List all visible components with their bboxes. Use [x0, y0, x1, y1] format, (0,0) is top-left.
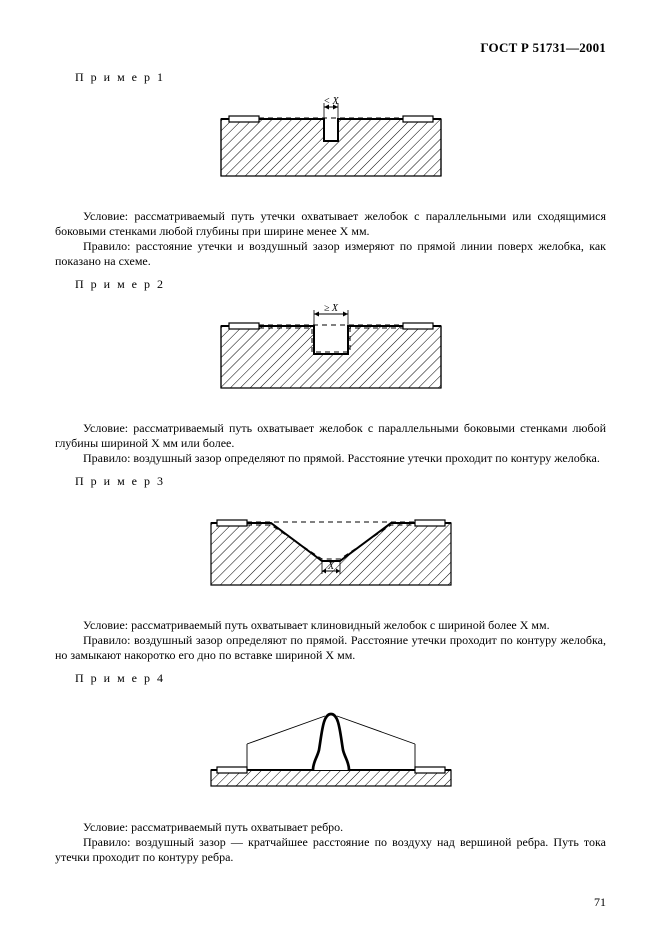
page: ГОСТ Р 51731—2001 П р и м е р 1 < X Усло… [0, 0, 661, 936]
example-1-condition: Условие: рассматриваемый путь утечки охв… [55, 209, 606, 239]
example-4-label: П р и м е р 4 [75, 671, 606, 686]
example-2-label: П р и м е р 2 [75, 277, 606, 292]
standard-code: ГОСТ Р 51731—2001 [55, 40, 606, 56]
example-3-rule: Правило: воздушный зазор определяют по п… [55, 633, 606, 663]
example-3-condition: Условие: рассматриваемый путь охватывает… [55, 618, 606, 633]
example-1-label: П р и м е р 1 [75, 70, 606, 85]
example-3-label: П р и м е р 3 [75, 474, 606, 489]
example-2-condition: Условие: рассматриваемый путь охватывает… [55, 421, 606, 451]
example-4-condition: Условие: рассматриваемый путь охватывает… [55, 820, 606, 835]
figure-v-groove: X [201, 495, 461, 590]
svg-text:X: X [326, 561, 334, 572]
example-2-rule: Правило: воздушный зазор определяют по п… [55, 451, 606, 466]
page-number: 71 [594, 895, 606, 910]
svg-text:≥ X: ≥ X [323, 303, 338, 314]
example-4-rule: Правило: воздушный зазор — кратчайшее ра… [55, 835, 606, 865]
svg-text:< X: < X [323, 96, 339, 107]
figure-groove-narrow: < X [211, 91, 451, 181]
example-1-rule: Правило: расстояние утечки и воздушный з… [55, 239, 606, 269]
figure-rib [201, 692, 461, 792]
figure-groove-wide: ≥ X [211, 298, 451, 393]
